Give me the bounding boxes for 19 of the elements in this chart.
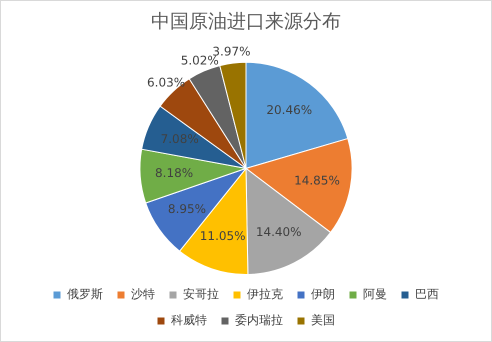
data-label: 7.08% — [160, 132, 199, 146]
data-label: 14.85% — [294, 174, 340, 188]
legend-label: 巴西 — [415, 287, 439, 302]
legend-label: 安哥拉 — [183, 287, 219, 302]
data-label: 8.18% — [154, 166, 194, 180]
data-label: 8.95% — [168, 202, 206, 216]
data-label: 11.05% — [200, 228, 246, 243]
chart-title: 中国原油进口来源分布 — [151, 10, 341, 32]
legend-label: 美国 — [311, 313, 335, 328]
legend-label: 伊拉克 — [247, 287, 283, 302]
legend-label: 委内瑞拉 — [235, 313, 283, 328]
legend-label: 科威特 — [171, 313, 207, 328]
legend-label: 沙特 — [131, 287, 155, 302]
legend-label: 阿曼 — [363, 287, 387, 302]
data-label: 6.03% — [147, 75, 186, 90]
data-label: 14.40% — [256, 224, 302, 239]
legend-label: 伊朗 — [311, 287, 335, 302]
legend-label: 俄罗斯 — [67, 287, 103, 302]
data-label: 20.46% — [266, 102, 312, 117]
